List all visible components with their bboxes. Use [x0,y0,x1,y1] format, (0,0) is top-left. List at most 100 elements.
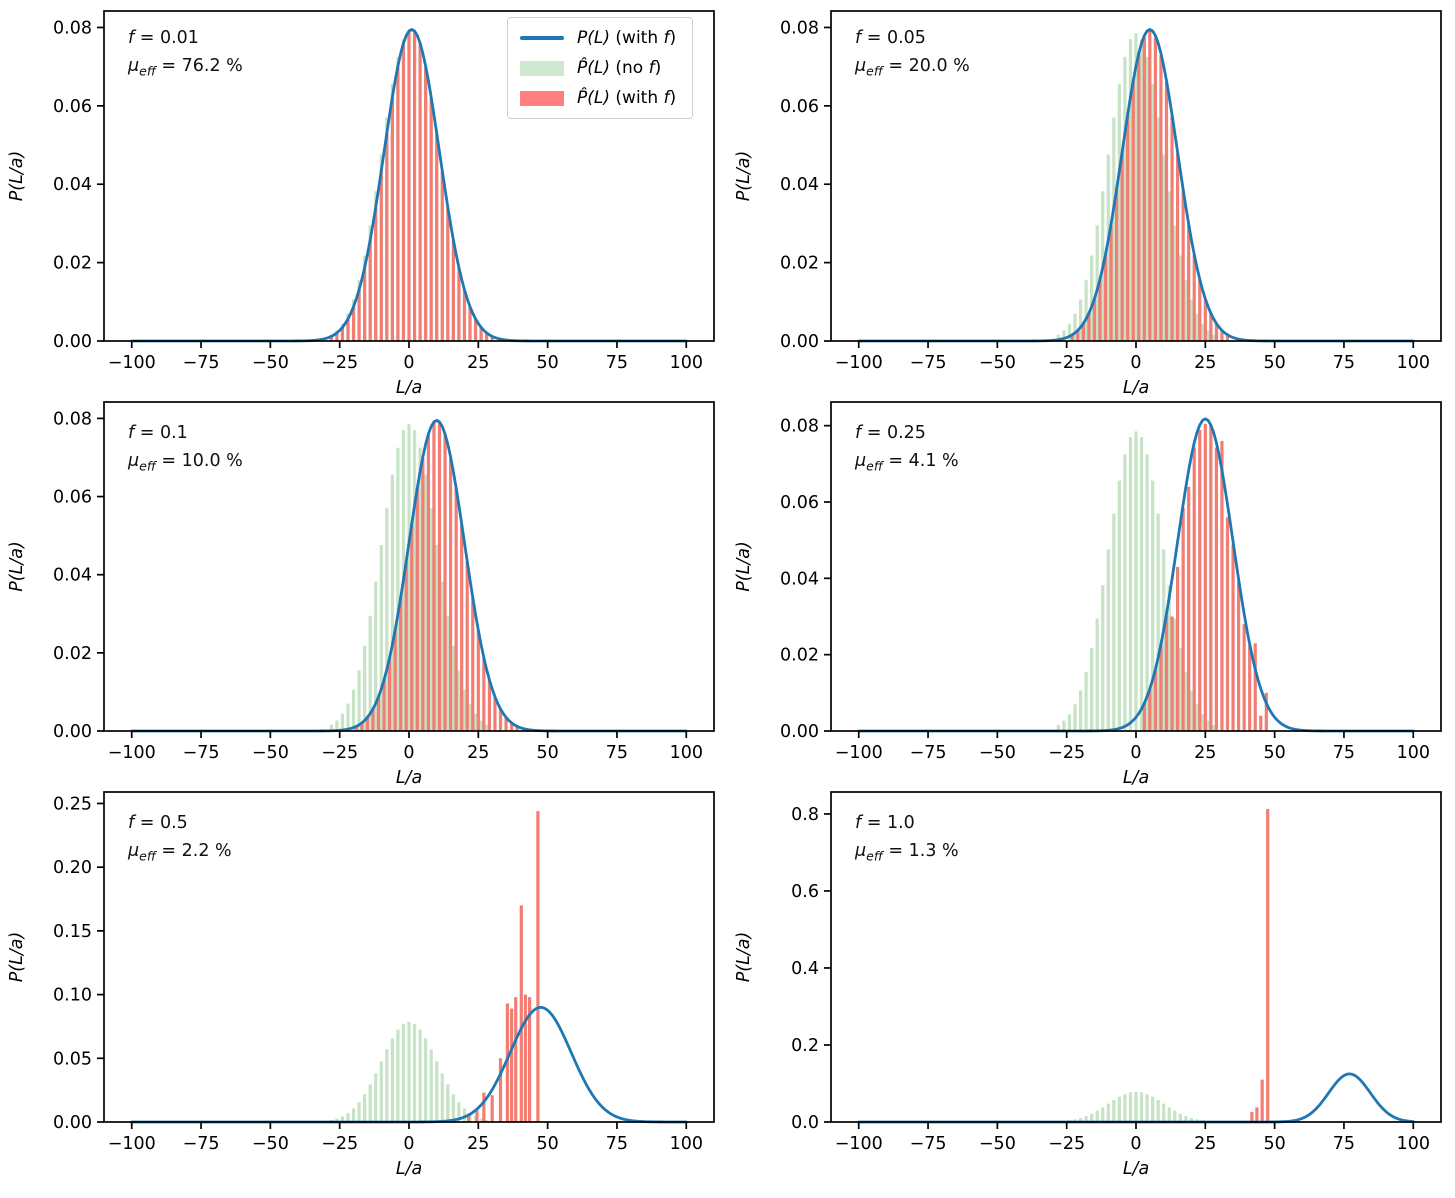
svg-text:L/a: L/a [396,768,422,785]
legend-green-swatch [520,60,564,76]
svg-text:0.02: 0.02 [780,254,819,274]
svg-text:−25: −25 [321,743,358,763]
svg-text:−75: −75 [910,743,947,763]
svg-text:50: 50 [536,743,558,763]
svg-text:0.4: 0.4 [791,959,819,979]
svg-text:L/a: L/a [396,378,422,395]
annotation-f-line: f = 1.0 [855,813,915,833]
svg-text:0.04: 0.04 [53,566,92,586]
svg-text:−50: −50 [252,1134,289,1154]
svg-text:75: 75 [1333,743,1355,763]
subplot-mid-left: −100 −75 −50 −25 0 25 50 75 100 0.00 0.02 0.04 0.06 0… [0,395,727,785]
svg-text:100: 100 [670,743,703,763]
svg-text:0.00: 0.00 [53,332,92,352]
svg-text:0.08: 0.08 [780,417,819,437]
svg-text:0.00: 0.00 [53,722,92,742]
svg-text:−25: −25 [1048,353,1085,373]
svg-text:0.10: 0.10 [53,986,92,1006]
svg-text:0.02: 0.02 [780,646,819,666]
svg-text:−75: −75 [910,353,947,373]
annotation-mu-line: μeff = 2.2 % [128,841,232,864]
svg-text:P(L/a): P(L/a) [734,541,754,592]
legend-label: P̂(L) (with f) [577,88,677,108]
svg-text:0.2: 0.2 [791,1036,819,1056]
svg-text:100: 100 [1397,1134,1430,1154]
svg-text:−25: −25 [321,1134,358,1154]
svg-text:−100: −100 [108,1134,156,1154]
subplot-bottom-left: −100 −75 −50 −25 0 25 50 75 100 0.00 0.05 0.10 0.15 0… [0,785,727,1198]
legend-item-green: P̂(L) (no f) [520,58,676,78]
annotation-mu-line: μeff = 10.0 % [128,451,243,474]
svg-text:50: 50 [1263,353,1285,373]
legend-item-line: P(L) (with f) [520,28,676,48]
annotation: f = 0.01 μeff = 76.2 % [128,24,243,86]
plot-canvas: −100 −75 −50 −25 0 25 50 75 100 0.00 0.02 0.04 0.06 0… [734,401,1442,785]
svg-text:−75: −75 [910,1134,947,1154]
plot-canvas: −100 −75 −50 −25 0 25 50 75 100 0.00 0.02 0.04 0.06 0… [734,10,1442,395]
annotation-f-line: f = 0.05 [855,28,926,48]
svg-text:0.20: 0.20 [53,858,92,878]
svg-text:−75: −75 [183,1134,220,1154]
plot-canvas: −100 −75 −50 −25 0 25 50 75 100 0.00 0.05 0.10 0.15 0… [7,791,715,1179]
legend-red-swatch [520,90,564,106]
annotation: f = 0.5 μeff = 2.2 % [128,809,232,871]
svg-text:L/a: L/a [396,1159,422,1179]
annotation: f = 0.1 μeff = 10.0 % [128,419,243,481]
svg-text:0.08: 0.08 [780,18,819,38]
subplot-bottom-right: −100 −75 −50 −25 0 25 50 75 100 0.0 0.2 0.4 0.6 0.8 L/… [727,785,1455,1198]
subplot-top-right: −100 −75 −50 −25 0 25 50 75 100 0.00 0.02 0.04 0.06 0… [727,0,1455,395]
svg-text:0.8: 0.8 [791,805,819,825]
svg-text:75: 75 [1333,1134,1355,1154]
svg-text:0.6: 0.6 [791,882,819,902]
svg-text:−25: −25 [1048,743,1085,763]
svg-text:P(L/a): P(L/a) [7,932,27,983]
svg-text:−50: −50 [979,743,1016,763]
svg-text:25: 25 [1194,743,1216,763]
svg-text:0: 0 [403,353,414,373]
annotation: f = 0.25 μeff = 4.1 % [855,419,959,481]
subplot-mid-right: −100 −75 −50 −25 0 25 50 75 100 0.00 0.02 0.04 0.06 0… [727,395,1455,785]
legend-label: P(L) (with f) [577,28,677,48]
svg-text:25: 25 [467,743,489,763]
svg-text:−100: −100 [835,1134,883,1154]
svg-text:75: 75 [1333,353,1355,373]
svg-text:100: 100 [670,1134,703,1154]
svg-text:25: 25 [467,353,489,373]
annotation: f = 1.0 μeff = 1.3 % [855,809,959,871]
svg-text:0.04: 0.04 [780,175,819,195]
svg-text:0.08: 0.08 [53,409,92,429]
svg-text:−50: −50 [979,353,1016,373]
svg-text:25: 25 [467,1134,489,1154]
svg-text:−100: −100 [835,353,883,373]
svg-text:25: 25 [1194,1134,1216,1154]
svg-text:0.04: 0.04 [780,569,819,589]
annotation-f-line: f = 0.1 [128,423,188,443]
svg-text:0.08: 0.08 [53,18,92,38]
subplot-top-left: −100 −75 −50 −25 0 25 50 75 100 0.00 0.02 0.04 0.06 0… [0,0,727,395]
legend: P(L) (with f) P̂(L) (no f) P̂(L) (with f… [507,17,694,119]
svg-text:0.04: 0.04 [53,175,92,195]
svg-text:25: 25 [1194,353,1216,373]
annotation: f = 0.05 μeff = 20.0 % [855,24,970,86]
svg-text:P(L/a): P(L/a) [7,541,27,592]
svg-text:50: 50 [536,353,558,373]
svg-text:L/a: L/a [1123,1159,1149,1179]
svg-text:P(L/a): P(L/a) [7,151,27,202]
svg-text:0.00: 0.00 [780,722,819,742]
svg-text:P(L/a): P(L/a) [734,151,754,202]
svg-text:0.00: 0.00 [780,332,819,352]
svg-text:0.00: 0.00 [53,1113,92,1133]
svg-text:0.0: 0.0 [791,1113,819,1133]
annotation-mu-line: μeff = 76.2 % [128,56,243,79]
mu-symbol: μ [128,56,140,76]
svg-text:−50: −50 [252,353,289,373]
annotation-mu-line: μeff = 4.1 % [855,451,959,474]
legend-item-red: P̂(L) (with f) [520,88,676,108]
svg-text:−75: −75 [183,743,220,763]
svg-text:0: 0 [1130,743,1141,763]
svg-text:P(L/a): P(L/a) [734,932,754,983]
annotation-f-line: f = 0.25 [855,423,926,443]
svg-text:0: 0 [1130,1134,1141,1154]
svg-text:100: 100 [670,353,703,373]
